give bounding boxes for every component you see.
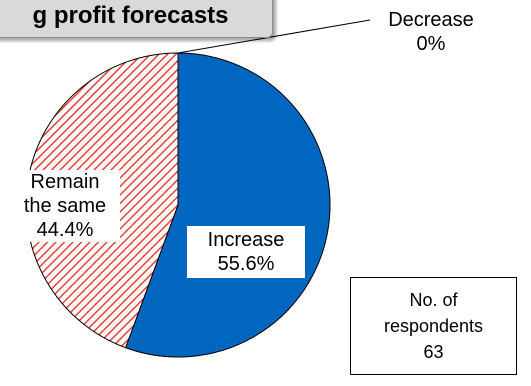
respondents-count: 63 — [423, 342, 444, 362]
respondents-box: No. of respondents 63 — [350, 277, 517, 375]
slice-label-increase: Increase 55.6% — [187, 226, 305, 278]
decrease-leader-line — [177, 19, 371, 54]
slice-value-remain: 44.4% — [36, 219, 94, 241]
slice-name-increase: Increase — [207, 229, 285, 251]
slice-name-remain-line2: the same — [23, 195, 107, 217]
respondents-label-line2: respondents — [383, 316, 484, 336]
chart-title-box: g profit forecasts — [0, 0, 273, 38]
respondents-label-line1: No. of — [409, 290, 458, 310]
slice-label-decrease: Decrease 0% — [356, 8, 506, 56]
slice-label-remain-same: Remain the same 44.4% — [10, 170, 120, 242]
chart-title: g profit forecasts — [32, 2, 229, 29]
slice-name-remain-line1: Remain — [30, 171, 100, 193]
pie-slice-increase — [124, 52, 331, 358]
slice-value-increase: 55.6% — [217, 253, 275, 275]
slice-value-decrease: 0% — [416, 33, 446, 55]
slice-name-decrease: Decrease — [388, 9, 474, 31]
